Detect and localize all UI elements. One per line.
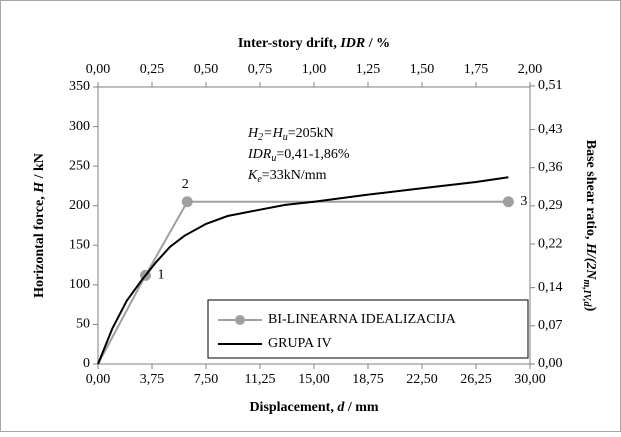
text-part: =205kN <box>288 126 334 141</box>
y2-tick-label: 0,00 <box>538 356 563 371</box>
text-part: = <box>263 126 272 141</box>
text-part: H <box>272 126 284 141</box>
y-axis-title: Horizontal force, H / kN <box>32 153 47 298</box>
y2-axis-title: Base shear ratio, H/(2Nm,IV,d) <box>581 140 598 312</box>
y-tick-label: 350 <box>69 79 90 94</box>
text-part: H/(2N <box>583 242 598 280</box>
text-part: H <box>247 126 259 141</box>
y2-tick-label: 0,43 <box>538 122 563 137</box>
x-tick-label: 11,25 <box>245 372 276 387</box>
text-part: / mm <box>344 400 379 415</box>
x-tick-label: 26,25 <box>460 372 492 387</box>
y-tick-label: 200 <box>69 198 90 213</box>
text-part: 2 <box>258 132 263 143</box>
x-tick-label: 18,75 <box>352 372 384 387</box>
text-part: =33kN/mm <box>262 168 327 183</box>
x-tick-label: 30,00 <box>514 372 546 387</box>
text-part: IDR <box>339 36 365 51</box>
x-tick-label: 3,75 <box>140 372 165 387</box>
text-part: Base shear ratio, <box>583 140 598 243</box>
annotation: Ke=33kN/mm <box>247 168 327 185</box>
text-part: =0,41-1,86% <box>276 147 350 162</box>
text-part: / % <box>365 36 390 51</box>
x2-tick-label: 0,50 <box>194 62 219 77</box>
point-label: 3 <box>520 194 527 209</box>
x-axis-title: Displacement, d / mm <box>249 400 378 415</box>
y2-tick-label: 0,07 <box>538 318 563 333</box>
y2-tick-label: 0,22 <box>538 236 563 251</box>
x2-tick-label: 2,00 <box>518 62 543 77</box>
legend-label: BI-LINEARNA IDEALIZACIJA <box>268 312 457 327</box>
y-tick-label: 100 <box>69 277 90 292</box>
y2-tick-label: 0,29 <box>538 198 563 213</box>
x2-tick-label: 0,75 <box>248 62 273 77</box>
legend-marker <box>235 315 245 325</box>
text-part: u <box>271 153 276 164</box>
text-part: H <box>32 181 47 194</box>
annotation: IDRu=0,41-1,86% <box>247 147 350 164</box>
legend-box <box>207 299 529 359</box>
y-tick-label: 50 <box>76 317 90 332</box>
x2-tick-label: 0,00 <box>86 62 111 77</box>
text-part: e <box>257 174 262 185</box>
x-tick-label: 0,00 <box>86 372 111 387</box>
y-tick-label: 0 <box>83 356 90 371</box>
x-tick-label: 22,50 <box>406 372 438 387</box>
x2-tick-label: 1,00 <box>302 62 327 77</box>
annotation: H2=Hu=205kN <box>247 126 334 143</box>
text-part: Inter-story drift, <box>238 36 341 51</box>
x-tick-label: 7,50 <box>194 372 219 387</box>
text-part: Horizontal force, <box>32 193 47 298</box>
text-part: m,IV,d <box>581 280 592 308</box>
x2-tick-label: 1,75 <box>464 62 489 77</box>
point-label: 2 <box>182 177 189 192</box>
point-marker <box>181 196 193 208</box>
y-tick-label: 250 <box>69 158 90 173</box>
y2-tick-label: 0,51 <box>538 78 563 93</box>
point-marker <box>502 196 514 208</box>
text-part: K <box>247 168 258 183</box>
series-line <box>97 200 509 365</box>
y-tick-label: 150 <box>69 238 90 253</box>
series-line <box>97 176 509 365</box>
x-tick-label: 15,00 <box>298 372 330 387</box>
text-part: d <box>337 400 345 415</box>
legend-label: GRUPA IV <box>268 336 332 351</box>
point-label: 1 <box>158 268 165 283</box>
text-part: u <box>283 132 288 143</box>
y2-tick-label: 0,36 <box>538 160 563 175</box>
text-part: / kN <box>32 153 47 182</box>
text-part: ) <box>583 307 598 312</box>
x2-tick-label: 1,50 <box>410 62 435 77</box>
y-tick-label: 300 <box>69 119 90 134</box>
x2-axis-title: Inter-story drift, IDR / % <box>238 36 390 51</box>
text-part: IDR <box>247 147 272 162</box>
x2-tick-label: 0,25 <box>140 62 165 77</box>
text-part: Displacement, <box>249 400 337 415</box>
x2-tick-label: 1,25 <box>356 62 381 77</box>
y2-tick-label: 0,14 <box>538 280 563 295</box>
